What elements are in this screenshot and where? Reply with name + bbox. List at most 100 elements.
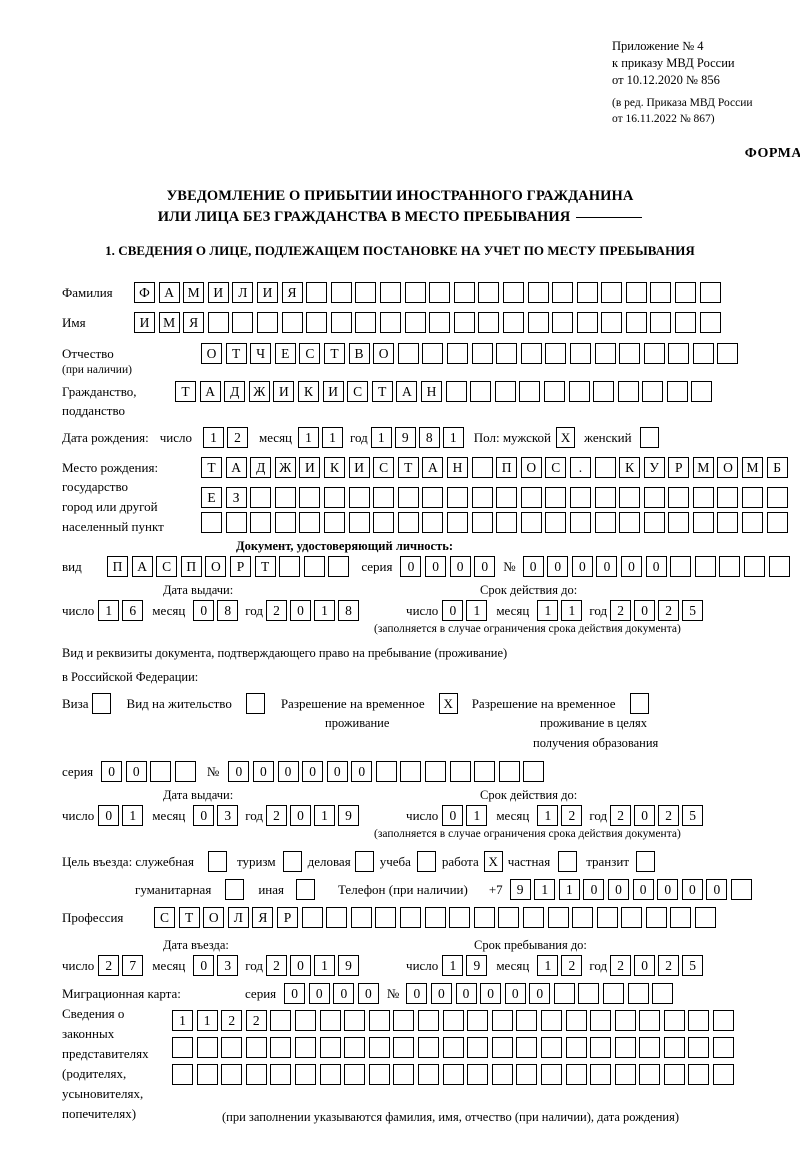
char-cell[interactable]: И: [134, 312, 155, 333]
char-cell[interactable]: 9: [466, 955, 488, 976]
char-cell[interactable]: [422, 487, 444, 508]
purpose-study-checkbox[interactable]: [416, 851, 436, 872]
char-cell[interactable]: С: [373, 457, 395, 478]
purpose-business-checkbox[interactable]: [354, 851, 374, 872]
char-cell[interactable]: 0: [480, 983, 502, 1004]
char-cell[interactable]: 0: [290, 600, 312, 621]
char-cell[interactable]: С: [545, 457, 567, 478]
char-cell[interactable]: [569, 487, 591, 508]
char-cell[interactable]: Д: [224, 381, 246, 402]
char-cell[interactable]: [713, 1010, 735, 1031]
char-cell[interactable]: [279, 556, 301, 577]
char-cell[interactable]: [306, 282, 328, 303]
char-cell[interactable]: 1: [442, 427, 464, 448]
char-cell[interactable]: [294, 1064, 316, 1085]
char-cell[interactable]: [569, 343, 591, 364]
char-cell[interactable]: [397, 512, 419, 533]
char-cell[interactable]: [323, 512, 345, 533]
char-cell[interactable]: [650, 312, 672, 333]
char-cell[interactable]: [330, 312, 352, 333]
char-cell[interactable]: [348, 487, 370, 508]
char-cell[interactable]: [467, 1037, 489, 1058]
char-cell[interactable]: 0: [252, 761, 274, 782]
char-cell[interactable]: [565, 1064, 587, 1085]
char-cell[interactable]: А: [396, 381, 418, 402]
char-cell[interactable]: [446, 512, 468, 533]
char-cell[interactable]: 1: [537, 955, 559, 976]
char-cell[interactable]: [590, 1064, 612, 1085]
char-cell[interactable]: 1: [466, 805, 488, 826]
char-cell[interactable]: А: [199, 381, 221, 402]
char-cell[interactable]: 2: [221, 1010, 243, 1031]
char-cell[interactable]: [668, 343, 690, 364]
char-cell[interactable]: 2: [561, 805, 583, 826]
char-cell[interactable]: [397, 343, 419, 364]
char-cell[interactable]: [520, 512, 542, 533]
char-cell[interactable]: 0: [333, 983, 355, 1004]
char-cell[interactable]: Л: [232, 282, 254, 303]
char-cell[interactable]: [768, 556, 790, 577]
char-cell[interactable]: 0: [400, 556, 422, 577]
char-cell[interactable]: [639, 1010, 661, 1031]
char-cell[interactable]: 0: [357, 983, 379, 1004]
char-cell[interactable]: [471, 457, 493, 478]
char-cell[interactable]: [713, 1037, 735, 1058]
char-cell[interactable]: [425, 761, 447, 782]
char-cell[interactable]: [201, 512, 222, 533]
char-cell[interactable]: И: [273, 381, 295, 402]
char-cell[interactable]: 1: [202, 427, 224, 448]
char-cell[interactable]: М: [183, 282, 205, 303]
char-cell[interactable]: 7: [122, 955, 144, 976]
char-cell[interactable]: 0: [547, 556, 569, 577]
char-cell[interactable]: [446, 487, 468, 508]
char-cell[interactable]: 0: [430, 983, 452, 1004]
char-cell[interactable]: [576, 282, 598, 303]
char-cell[interactable]: [393, 1010, 415, 1031]
char-cell[interactable]: [691, 381, 713, 402]
char-cell[interactable]: [319, 1010, 341, 1031]
char-cell[interactable]: И: [207, 282, 229, 303]
char-cell[interactable]: 0: [529, 983, 551, 1004]
char-cell[interactable]: [627, 983, 649, 1004]
char-cell[interactable]: [545, 343, 567, 364]
char-cell[interactable]: [274, 512, 296, 533]
char-cell[interactable]: [520, 343, 542, 364]
char-cell[interactable]: 0: [571, 556, 593, 577]
char-cell[interactable]: 1: [322, 427, 344, 448]
char-cell[interactable]: [603, 983, 625, 1004]
char-cell[interactable]: [299, 487, 321, 508]
char-cell[interactable]: [642, 381, 664, 402]
char-cell[interactable]: 5: [682, 805, 704, 826]
char-cell[interactable]: 0: [621, 556, 643, 577]
char-cell[interactable]: 0: [308, 983, 330, 1004]
char-cell[interactable]: 1: [314, 955, 336, 976]
visa-checkbox[interactable]: [91, 693, 111, 714]
char-cell[interactable]: [540, 1010, 562, 1031]
char-cell[interactable]: [491, 1037, 513, 1058]
char-cell[interactable]: Я: [252, 907, 274, 928]
char-cell[interactable]: [695, 907, 717, 928]
char-cell[interactable]: [540, 1037, 562, 1058]
char-cell[interactable]: [614, 1037, 636, 1058]
char-cell[interactable]: 0: [98, 805, 120, 826]
char-cell[interactable]: [668, 512, 690, 533]
char-cell[interactable]: О: [201, 343, 222, 364]
char-cell[interactable]: [294, 1037, 316, 1058]
char-cell[interactable]: [619, 343, 641, 364]
char-cell[interactable]: 9: [338, 805, 360, 826]
char-cell[interactable]: 8: [338, 600, 360, 621]
char-cell[interactable]: Т: [225, 343, 247, 364]
